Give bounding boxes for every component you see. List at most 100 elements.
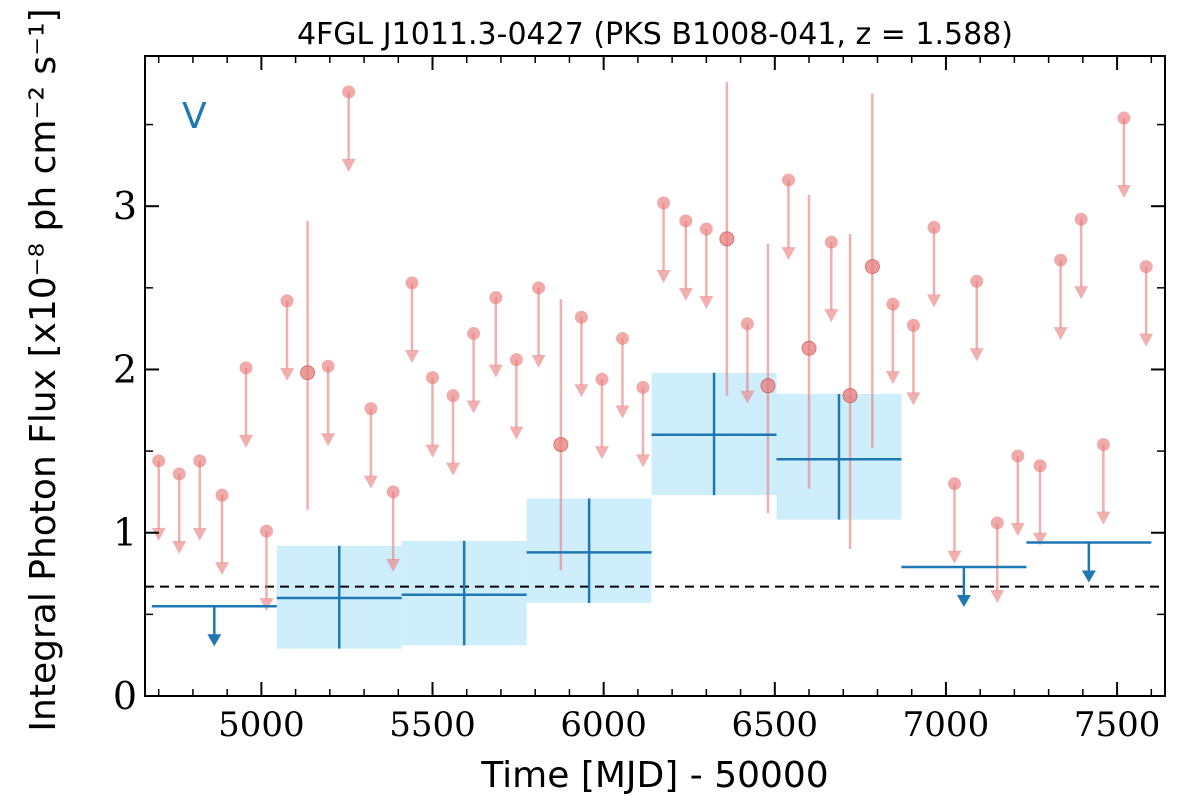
short-bin-upper-limit-marker <box>426 371 440 385</box>
short-bin-detection-marker <box>760 378 776 394</box>
y-tick-label: 0 <box>113 674 137 718</box>
short-bin-detection-marker <box>842 388 858 404</box>
x-tick-label: 6500 <box>732 705 819 745</box>
short-bin-limit-arrow-head <box>192 527 207 541</box>
plot-area: 5000 5500 6000 6500 7000 7500 0 1 2 3 <box>113 55 1166 745</box>
short-bin-detections <box>300 82 880 571</box>
short-bin-upper-limit-marker <box>906 318 920 332</box>
short-bin-upper-limit-marker <box>1117 111 1131 125</box>
short-bin-limit-arrow-head <box>509 426 524 440</box>
short-bin-limit-arrow-head <box>824 309 839 323</box>
x-tick-label: 5000 <box>218 705 305 745</box>
short-bin-limit-arrow-head <box>885 371 900 385</box>
long-bin-limit-arrow-head <box>956 595 971 608</box>
short-bin-detection-marker <box>553 437 569 453</box>
short-bin-upper-limit-marker <box>215 488 229 502</box>
short-bin-limit-arrow-head <box>1074 286 1089 300</box>
short-bin-limit-arrow-head <box>1053 327 1068 341</box>
short-bin-upper-limit-marker <box>886 297 900 311</box>
short-bin-upper-limit-marker <box>927 220 941 234</box>
plot-frame <box>144 55 1166 697</box>
short-bin-limit-arrow-head <box>321 433 336 447</box>
short-bin-upper-limit-marker <box>781 173 795 187</box>
y-tick-label: 3 <box>113 184 137 228</box>
short-bin-limit-arrow-head <box>678 287 693 301</box>
short-bin-limit-arrow-head <box>466 400 481 414</box>
short-bin-upper-limit-marker <box>990 516 1004 530</box>
short-bin-upper-limits <box>151 85 1154 612</box>
short-bin-upper-limit-marker <box>699 222 713 236</box>
short-bin-upper-limit-marker <box>947 477 961 491</box>
short-bin-upper-limit-marker <box>152 454 166 468</box>
x-tick-label: 7500 <box>1074 705 1161 745</box>
short-bin-limit-arrow-head <box>531 354 546 368</box>
short-bin-limit-arrow-head <box>781 247 796 261</box>
short-bin-limit-arrow-head <box>280 367 295 381</box>
short-bin-limit-arrow-head <box>1096 511 1111 525</box>
short-bin-limit-arrow-head <box>1116 185 1131 199</box>
short-bin-upper-limit-marker <box>1074 212 1088 226</box>
short-bin-limit-arrow-head <box>215 562 230 576</box>
short-bin-limit-arrow-head <box>926 294 941 308</box>
short-bin-upper-limit-marker <box>970 274 984 288</box>
short-bin-detection-marker <box>864 259 880 275</box>
long-bin-upper-limits <box>151 541 1152 647</box>
short-bin-upper-limit-marker <box>386 485 400 499</box>
short-bin-upper-limit-marker <box>532 281 546 295</box>
short-bin-upper-limit-marker <box>574 310 588 324</box>
short-bin-limit-arrow-head <box>947 550 962 564</box>
short-bin-limit-arrow-head <box>172 540 187 554</box>
short-bin-upper-limit-marker <box>1011 449 1025 463</box>
short-bin-upper-limit-marker <box>595 372 609 386</box>
short-bin-limit-arrow-head <box>969 348 984 362</box>
short-bin-limit-arrow-head <box>1010 523 1025 536</box>
x-tick-label: 7000 <box>903 705 990 745</box>
short-bin-upper-limit-marker <box>1033 459 1047 473</box>
short-bin-limit-arrow-head <box>636 454 651 468</box>
short-bin-limit-arrow-head <box>404 349 419 363</box>
long-bin-limit-arrow-head <box>1081 570 1096 583</box>
band-label: V <box>182 96 207 137</box>
short-bin-upper-limit-marker <box>679 214 693 228</box>
short-bin-upper-limit-marker <box>260 524 274 538</box>
short-bin-upper-limit-marker <box>467 327 481 341</box>
short-bin-limit-arrow-head <box>740 390 755 404</box>
short-bin-limit-arrow-head <box>386 558 401 572</box>
x-axis-label: Time [MJD] - 50000 <box>480 755 828 796</box>
short-bin-upper-limit-marker <box>1096 438 1110 452</box>
short-bin-upper-limit-marker <box>321 359 335 373</box>
short-bin-limit-arrow-head <box>1033 532 1048 546</box>
short-bin-limit-arrow-head <box>151 527 166 541</box>
short-bin-upper-limit-marker <box>239 361 253 375</box>
short-bin-upper-limit-marker <box>446 389 460 403</box>
chart-title: 4FGL J1011.3-0427 (PKS B1008-041, z = 1.… <box>297 17 1013 52</box>
short-bin-upper-limit-marker <box>1054 253 1068 267</box>
short-bin-upper-limit-marker <box>509 353 523 367</box>
long-bin-limit-arrow-head <box>207 634 222 647</box>
short-bin-detection-marker <box>300 365 316 381</box>
short-bin-upper-limit-marker <box>657 196 671 210</box>
short-bin-limit-arrow-head <box>341 158 356 172</box>
short-bin-limit-arrow-head <box>656 269 671 283</box>
x-tick-label: 6000 <box>560 705 647 745</box>
long-bin-detections <box>276 372 902 649</box>
short-bin-limit-arrow-head <box>574 384 589 398</box>
short-bin-upper-limit-marker <box>489 291 503 305</box>
short-bin-limit-arrow-head <box>425 444 440 458</box>
y-tick-label: 1 <box>113 511 137 555</box>
short-bin-limit-arrow-head <box>906 392 921 406</box>
short-bin-upper-limit-marker <box>280 294 294 308</box>
x-tick-label: 5500 <box>389 705 476 745</box>
short-bin-upper-limit-marker <box>342 85 356 99</box>
short-bin-limit-arrow-head <box>594 446 609 460</box>
y-axis-ticks: 0 1 2 3 <box>113 123 1165 718</box>
short-bin-upper-limit-marker <box>636 380 650 394</box>
x-axis-ticks: 5000 5500 6000 6500 7000 7500 <box>157 56 1161 745</box>
short-bin-detection-marker <box>801 340 817 356</box>
short-bin-upper-limit-marker <box>824 235 838 249</box>
short-bin-limit-arrow-head <box>238 434 253 448</box>
y-axis-label: Integral Photon Flux [x10⁻⁸ ph cm⁻² s⁻¹] <box>23 8 64 731</box>
short-bin-detection-marker <box>719 231 735 247</box>
y-tick-label: 2 <box>113 347 137 391</box>
short-bin-limit-arrow-head <box>1139 333 1154 347</box>
